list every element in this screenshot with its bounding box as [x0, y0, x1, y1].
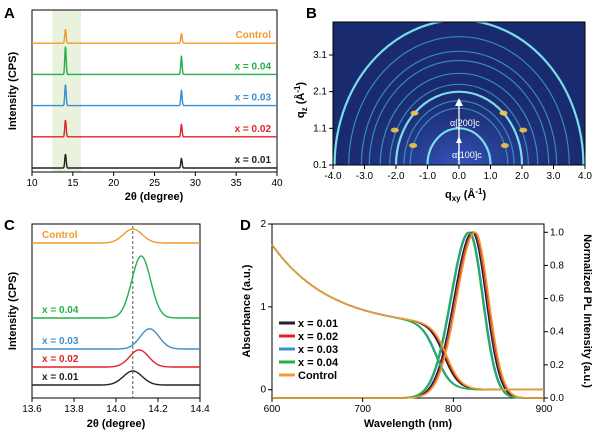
panel-a-xlabel: 2θ (degree) — [125, 191, 184, 203]
panel-b-tick-label: 1.0 — [484, 171, 498, 182]
panel-b-xlabel: qxy (Å-1) — [445, 187, 486, 203]
panel-c-series-line — [32, 328, 200, 350]
panel-d-tick-label: 0.6 — [550, 294, 564, 305]
panel-c-series-label: Control — [42, 230, 78, 241]
panel-b-annotation-200: α[200]c — [450, 118, 480, 128]
panel-c-tick-label: 13.8 — [64, 404, 84, 415]
panel-a-series-label: Control — [235, 30, 271, 41]
panel-a-series-line — [32, 84, 277, 107]
panel-a-series-label: x = 0.03 — [235, 93, 272, 104]
panel-d-pl-line — [272, 231, 544, 399]
panel-d-legend-label: x = 0.03 — [298, 344, 338, 356]
panel-b-ring — [348, 36, 570, 165]
panel-a-ylabel: Intensity (CPS) — [7, 52, 19, 131]
panel-a-series-line — [32, 46, 277, 76]
panel-b-spot — [499, 110, 508, 116]
panel-a-tick-label: 10 — [26, 178, 38, 189]
panel-b-spot — [390, 127, 399, 133]
panel-d-absorbance-line — [271, 244, 544, 391]
panel-b-spot — [519, 127, 528, 133]
panel-d-tick-label: 0.4 — [550, 327, 564, 338]
panel-d-tick-label: 700 — [354, 404, 371, 415]
panel-c-tick-label: 14.2 — [148, 404, 168, 415]
panel-b-tick-label: -2.0 — [387, 171, 405, 182]
panel-d-ylabel: Absorbance (a.u.) — [241, 264, 253, 357]
panel-b-tick-label: -1.0 — [419, 171, 437, 182]
panel-a-series-line — [32, 29, 277, 44]
panel-b: B α[200]c α[100]c -4.0 -3.0 -2.0 -1.0 0.0 1.0… — [293, 5, 592, 203]
panel-b-ring — [360, 50, 558, 165]
panel-b-arrowhead-200 — [455, 98, 463, 106]
panel-d-legend-label: x = 0.02 — [298, 331, 338, 343]
panel-b-tick-label: -3.0 — [356, 171, 374, 182]
panel-b-ring — [368, 59, 550, 165]
panel-c-series-label: x = 0.02 — [42, 354, 79, 365]
panel-b-annotation-100: α[100]c — [452, 150, 482, 160]
panel-d-tick-label: 1.0 — [550, 227, 564, 238]
panel-c-series-label: x = 0.01 — [42, 372, 79, 383]
panel-d-tick-label: 0 — [260, 385, 266, 396]
panel-d-tick-label: 2 — [260, 219, 266, 230]
panel-a-tick-label: 15 — [67, 178, 79, 189]
panel-a-tick-label: 25 — [149, 178, 161, 189]
panel-d-tick-label: 0.8 — [550, 260, 564, 271]
panel-d-tick-label: 1 — [260, 302, 266, 313]
panel-d-tick-label: 900 — [536, 404, 553, 415]
panel-d-legend-label: x = 0.04 — [298, 357, 339, 369]
panel-b-ring — [389, 83, 529, 165]
panel-a: A x = 0.01 x = 0.02 x = 0.03 x = 0.04 Contro… — [4, 5, 283, 203]
panel-b-tick-label: 4.0 — [578, 171, 592, 182]
panel-c-series-label: x = 0.04 — [42, 305, 79, 316]
panel-b-tick-label: 0.0 — [452, 171, 466, 182]
panel-d-xlabel: Wavelength (nm) — [364, 418, 453, 430]
panel-c-tick-label: 13.6 — [22, 404, 42, 415]
panel-d-y2label: Normalized PL Intensity (a.u.) — [581, 234, 593, 388]
panel-d-letter: D — [240, 217, 251, 234]
panel-b-tick-label: -4.0 — [324, 171, 342, 182]
panel-d-tick-label: 0.2 — [550, 360, 564, 371]
panel-a-tick-label: 35 — [231, 178, 243, 189]
panel-b-ring — [379, 72, 539, 165]
panel-b-letter: B — [306, 5, 317, 22]
panel-c-tick-label: 14.4 — [190, 404, 210, 415]
panel-a-letter: A — [4, 5, 15, 22]
panel-c-ylabel: Intensity (CPS) — [7, 272, 19, 351]
panel-b-arrowhead-100 — [456, 136, 462, 143]
panel-c-series-line — [32, 255, 200, 319]
panel-c-series-label: x = 0.03 — [42, 336, 79, 347]
panel-a-tick-label: 40 — [271, 178, 283, 189]
panel-b-ylabel: qz (Å-1) — [293, 82, 309, 119]
panel-b-tick-label: 3.0 — [547, 171, 561, 182]
panel-b-tick-label: 2.1 — [313, 87, 327, 98]
panel-b-tick-label: 2.0 — [515, 171, 529, 182]
panel-c-tick-label: 14.0 — [106, 404, 126, 415]
panel-a-tick-label: 30 — [190, 178, 202, 189]
panel-b-spot — [500, 143, 509, 149]
panel-d-tick-label: 0.0 — [550, 393, 564, 404]
panel-c-series-line — [32, 349, 200, 368]
panel-a-series-label: x = 0.04 — [235, 61, 272, 72]
panel-a-series-line — [32, 153, 277, 169]
panel-a-tick-label: 20 — [108, 178, 120, 189]
panel-b-tick-label: 1.1 — [313, 123, 327, 134]
panel-b-tick-label: 0.1 — [313, 160, 327, 171]
panel-b-tick-label: 3.1 — [313, 50, 327, 61]
panel-b-spot — [410, 110, 419, 116]
panel-c-xlabel: 2θ (degree) — [87, 418, 146, 430]
panel-b-ring — [394, 90, 524, 165]
panel-d-tick-label: 800 — [445, 404, 462, 415]
panel-d-legend-label: x = 0.01 — [298, 318, 338, 330]
panel-a-series-label: x = 0.02 — [235, 124, 272, 135]
panel-c: C x = 0.01 x = 0.02 x = 0.03 x = 0.04 Contro… — [4, 217, 210, 430]
panel-c-letter: C — [4, 217, 15, 234]
panel-d-legend-label: Control — [298, 370, 337, 382]
panel-a-series-label: x = 0.01 — [235, 155, 272, 166]
panel-a-series-line — [32, 119, 277, 138]
panel-d: D 600 700 800 900 0 1 2 0.0 0.2 0.4 0.6 0.8 1.0 x = … — [240, 217, 593, 430]
panel-c-series-line — [32, 228, 200, 244]
panel-d-tick-label: 600 — [264, 404, 281, 415]
panel-c-series-line — [32, 370, 200, 386]
panel-b-spot — [409, 143, 418, 149]
